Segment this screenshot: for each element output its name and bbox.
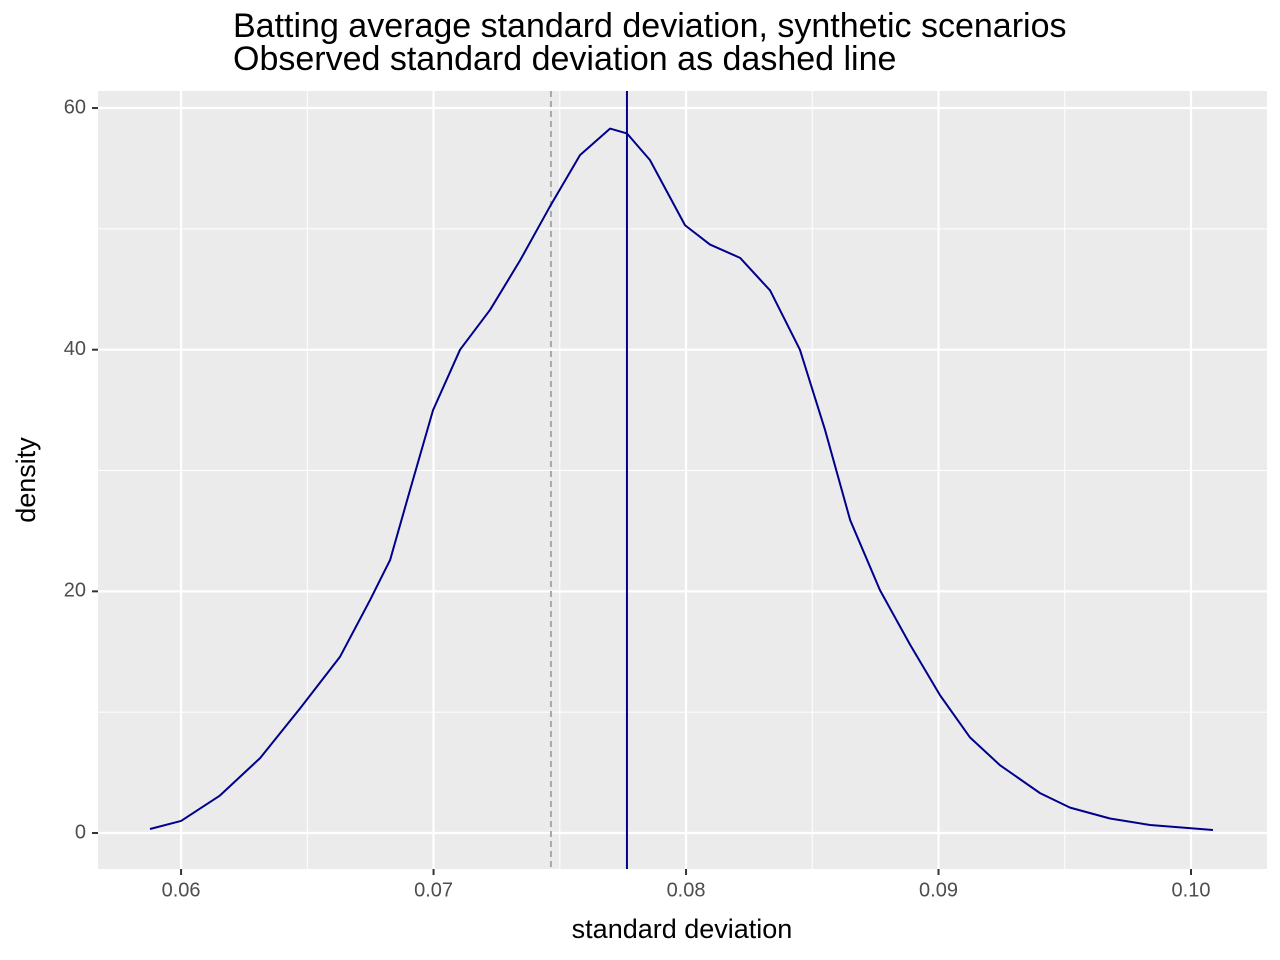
x-tick-label: 0.06	[162, 879, 201, 901]
x-tick-label: 0.07	[414, 879, 453, 901]
y-tick-label: 20	[64, 580, 86, 602]
panel	[98, 91, 1267, 869]
y-axis-label: density	[11, 437, 41, 523]
chart-subtitle: Observed standard deviation as dashed li…	[233, 40, 896, 78]
y-tick-label: 40	[64, 338, 86, 360]
density-line	[149, 127, 1214, 831]
x-tick-label: 0.09	[919, 879, 958, 901]
x-axis-label: standard deviation	[572, 914, 793, 944]
x-tick-label: 0.10	[1172, 879, 1211, 901]
y-tick-label: 60	[64, 96, 86, 118]
x-tick-label: 0.08	[667, 879, 706, 901]
chart-title: Batting average standard deviation, synt…	[233, 7, 1067, 45]
y-tick-label: 0	[75, 821, 86, 843]
